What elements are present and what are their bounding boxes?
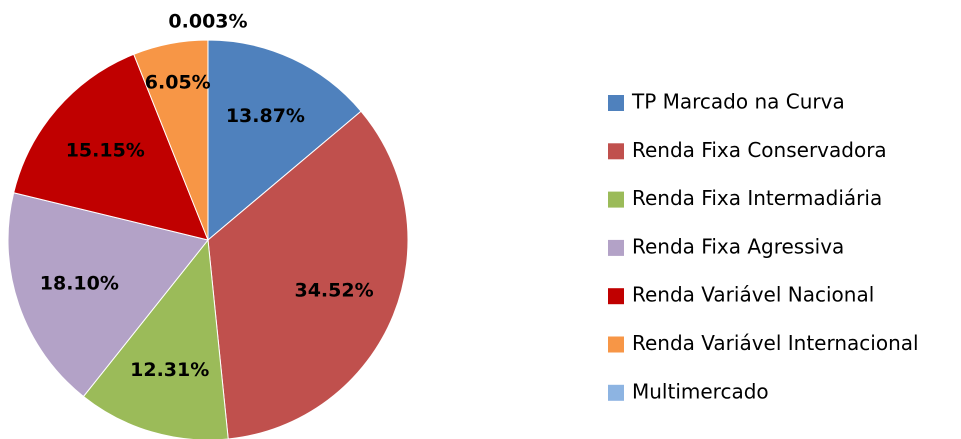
legend-label: Renda Variável Internacional [632, 331, 919, 355]
legend-label: Renda Variável Nacional [632, 283, 874, 307]
pie-slice [7, 192, 209, 398]
legend-label: Renda Fixa Conservadora [632, 138, 887, 162]
legend-label: TP Marcado na Curva [631, 90, 845, 114]
legend-label: Renda Fixa Intermadiária [632, 186, 882, 210]
data-label: 0.003% [168, 11, 247, 33]
data-label: 12.31% [130, 359, 209, 381]
legend-swatch [608, 384, 624, 401]
pie-slice [207, 39, 362, 242]
pie-slice [13, 53, 209, 241]
legend-swatch [608, 239, 624, 256]
pie-slice [207, 110, 409, 439]
legend-swatch [608, 336, 624, 353]
data-label: 34.52% [294, 280, 373, 302]
legend-swatch [608, 95, 624, 111]
legend-swatch [608, 191, 624, 208]
legend-label: Renda Fixa Agressiva [632, 234, 844, 258]
data-label: 13.87% [226, 105, 305, 127]
data-label: 15.15% [66, 139, 145, 161]
data-label: 6.05% [145, 71, 211, 93]
legend-swatch [608, 288, 624, 305]
legend-swatch [608, 143, 624, 160]
pie-slice [82, 238, 229, 439]
legend-label: Multimercado [632, 379, 769, 403]
data-label: 18.10% [40, 273, 119, 295]
